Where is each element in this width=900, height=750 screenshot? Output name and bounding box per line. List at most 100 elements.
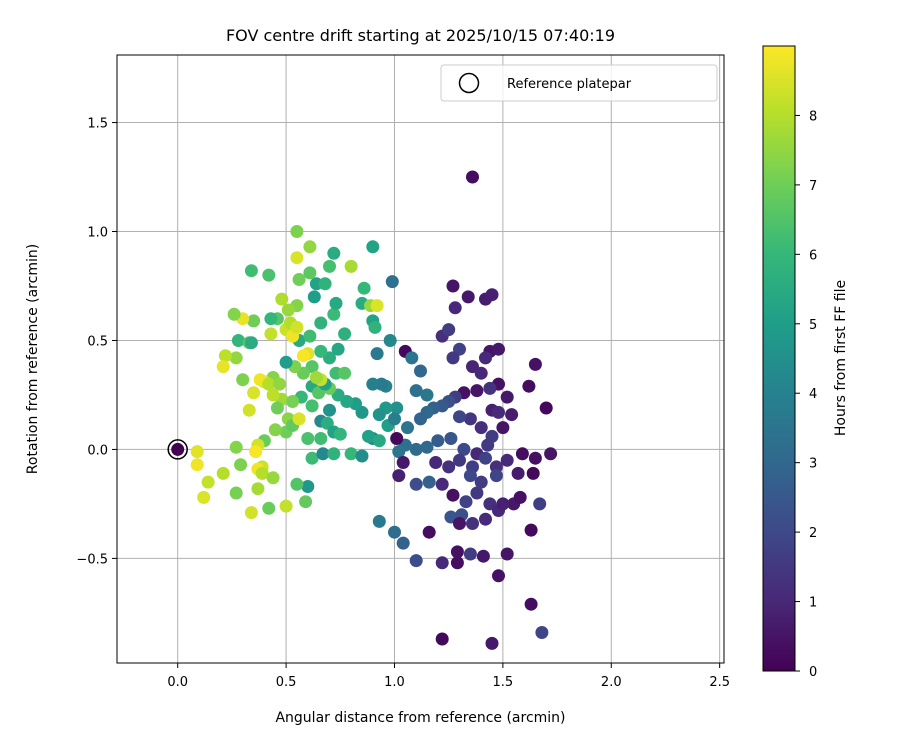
colorbar-tick-label: 6 xyxy=(809,248,817,263)
data-point xyxy=(479,351,492,365)
data-point xyxy=(307,290,321,304)
plot-frame xyxy=(116,54,725,664)
data-point xyxy=(244,506,258,520)
data-point xyxy=(435,556,449,570)
colorbar-tick-label: 0 xyxy=(809,665,817,680)
data-point xyxy=(216,360,230,374)
data-point xyxy=(463,469,477,483)
data-point xyxy=(227,307,241,321)
data-point xyxy=(409,477,423,491)
data-point xyxy=(453,410,466,424)
data-point xyxy=(442,323,456,337)
data-point xyxy=(338,366,352,380)
data-point xyxy=(463,412,477,426)
colorbar-tick-label: 8 xyxy=(809,109,817,124)
data-point xyxy=(327,246,341,260)
data-point xyxy=(201,475,215,489)
data-point xyxy=(420,388,434,402)
data-point xyxy=(466,517,479,530)
y-tick-label: −0.5 xyxy=(76,552,108,567)
x-tick-label: 1.0 xyxy=(384,675,405,690)
data-point xyxy=(216,466,230,480)
legend-box xyxy=(440,64,718,102)
colorbar-label: Hours from first FF file xyxy=(833,280,849,436)
reference-circle xyxy=(167,439,188,460)
data-point xyxy=(281,303,295,317)
data-point xyxy=(470,486,484,500)
data-point xyxy=(401,421,414,435)
data-point xyxy=(396,536,410,550)
data-point xyxy=(392,445,406,459)
data-point xyxy=(526,466,540,480)
data-point xyxy=(474,421,488,435)
data-point xyxy=(290,320,304,334)
data-point xyxy=(229,486,243,500)
data-point xyxy=(544,447,558,461)
data-point xyxy=(301,480,315,493)
data-point xyxy=(309,371,323,384)
y-tick-label: 1.0 xyxy=(87,226,108,241)
data-point xyxy=(492,569,505,583)
data-point xyxy=(435,477,449,491)
data-point xyxy=(268,423,282,437)
data-point xyxy=(262,501,276,515)
chart-title: FOV centre drift starting at 2025/10/15 … xyxy=(226,26,615,45)
data-point xyxy=(275,292,289,306)
data-point xyxy=(290,225,304,238)
data-point xyxy=(496,497,510,511)
data-point xyxy=(303,240,317,254)
data-point xyxy=(368,320,382,334)
data-point xyxy=(264,312,278,326)
data-point xyxy=(483,381,497,395)
data-point xyxy=(299,495,313,509)
data-point xyxy=(314,344,328,358)
data-point xyxy=(355,449,369,463)
data-point xyxy=(318,277,332,291)
data-point xyxy=(450,545,464,559)
data-point xyxy=(385,275,399,289)
data-point xyxy=(409,384,423,398)
colorbar-gradient xyxy=(762,45,796,672)
data-point xyxy=(290,251,304,265)
data-point xyxy=(305,451,319,465)
data-point xyxy=(262,377,276,391)
data-point xyxy=(372,408,386,422)
data-point xyxy=(535,626,549,639)
data-point xyxy=(316,447,330,461)
data-point xyxy=(264,327,278,341)
data-point xyxy=(515,447,529,461)
data-point xyxy=(463,547,477,561)
data-point xyxy=(303,266,317,280)
data-point xyxy=(453,453,466,467)
data-point xyxy=(372,514,386,528)
colorbar: 0 1 2 3 4 5 6 7 8 Hours from first FF file xyxy=(762,45,849,680)
data-point xyxy=(409,442,423,456)
data-point xyxy=(448,301,462,315)
data-point xyxy=(296,349,310,363)
data-point xyxy=(450,556,464,570)
y-axis-label: Rotation from reference (arcmin) xyxy=(25,244,41,474)
x-tick-label: 0.0 xyxy=(167,675,188,690)
data-point xyxy=(446,488,460,502)
plot-area xyxy=(117,55,724,663)
data-point xyxy=(453,517,466,530)
colorbar-tick-label: 3 xyxy=(809,457,817,472)
data-point xyxy=(234,458,248,472)
data-point xyxy=(327,447,341,461)
data-point xyxy=(414,412,427,426)
data-point xyxy=(323,403,336,417)
data-point xyxy=(236,373,250,387)
data-point xyxy=(500,453,514,467)
data-point xyxy=(492,405,505,419)
data-point xyxy=(231,334,245,347)
data-point xyxy=(528,357,542,371)
data-point xyxy=(370,347,384,361)
y-tick-label: 0.0 xyxy=(87,443,108,458)
data-point xyxy=(249,445,263,459)
data-point xyxy=(479,512,492,526)
data-point xyxy=(251,482,265,496)
legend: Reference platepar xyxy=(440,64,718,102)
data-point xyxy=(414,364,427,378)
data-point xyxy=(314,316,328,330)
x-tick-label: 2.5 xyxy=(709,675,730,690)
